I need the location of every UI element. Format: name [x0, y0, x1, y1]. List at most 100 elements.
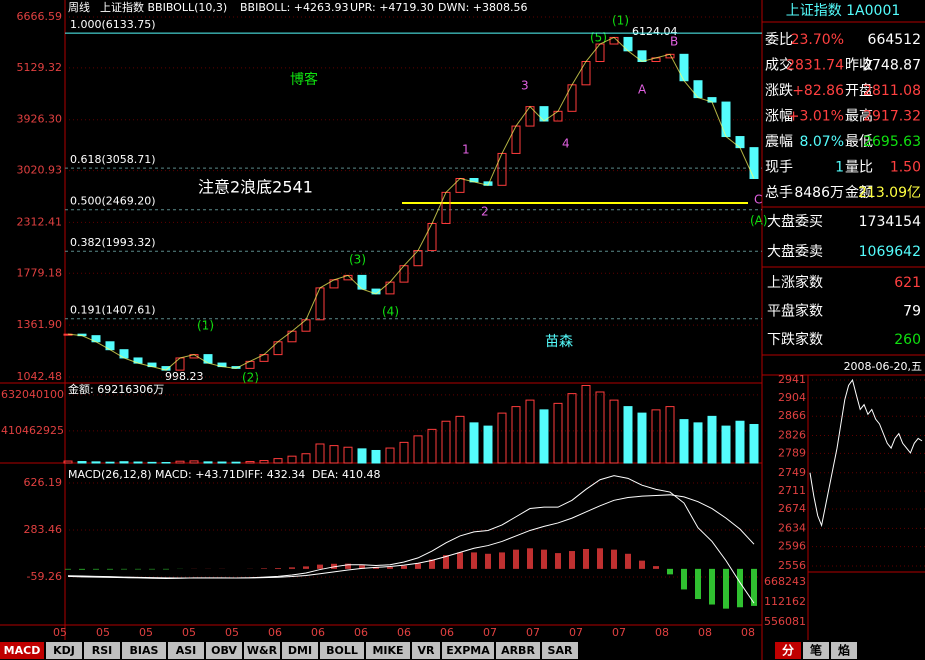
macd-bar [93, 568, 99, 570]
wave-label: C [754, 193, 762, 207]
indicator-tab-label[interactable]: RSI [92, 644, 113, 657]
quote-value: 260 [894, 332, 921, 348]
indicator-tab[interactable] [46, 642, 82, 659]
volume-bar [665, 406, 675, 464]
quote-label: 涨跌 [765, 83, 793, 99]
macd-bar [555, 553, 561, 569]
macd-bar [611, 549, 617, 569]
indicator-tab-label[interactable]: VR [418, 644, 436, 657]
quote-value: 2831.74 [786, 58, 844, 74]
macd-bar [639, 560, 645, 569]
indicator-tab[interactable] [442, 642, 494, 659]
fib-label: 0.618(3058.71) [70, 153, 156, 166]
quote-label: 昨收 [845, 58, 873, 74]
side-tab-label[interactable]: 笔 [810, 643, 822, 658]
indicator-tab[interactable] [496, 642, 540, 659]
y-tick-label: 2866 [778, 409, 806, 422]
volume-bar [231, 461, 241, 464]
volume-bar [581, 384, 591, 464]
y-tick-label: 3926.30 [17, 113, 63, 126]
volume-bar [175, 460, 185, 464]
macd-title: MACD(26,12,8) MACD: +43.71 [68, 468, 236, 481]
candle [497, 152, 507, 186]
indicator-tab-label[interactable]: MACD [4, 644, 41, 657]
volume-bar [735, 420, 745, 464]
indicator-tab[interactable] [206, 642, 242, 659]
volume-bar [441, 420, 451, 464]
x-tick-label: 05 [53, 626, 67, 639]
macd-bar [723, 568, 729, 609]
y-tick-label: 1361.90 [17, 318, 63, 331]
dea-label: DEA: 410.48 [312, 468, 380, 481]
macd-bar [387, 567, 393, 569]
indicator-tab[interactable] [366, 642, 410, 659]
y-tick-label: 2711 [778, 484, 806, 497]
side-tab[interactable] [803, 642, 829, 659]
indicator-tab-label[interactable]: ASI [176, 644, 197, 657]
volume-bar [469, 422, 479, 464]
macd-bar [709, 568, 715, 605]
quote-value: 213.09亿 [858, 185, 921, 201]
candle [399, 265, 409, 283]
volume-bar [651, 409, 661, 464]
quote-label: 最低 [845, 134, 873, 150]
candle [567, 84, 577, 112]
dea-line [67, 494, 755, 579]
indicator-tab[interactable] [282, 642, 318, 659]
volume-bar [595, 391, 605, 464]
indicator-tab-label[interactable]: BOLL [326, 644, 358, 657]
indicator: 上证指数 BBIBOLL(10,3) [100, 0, 227, 14]
macd-bar [695, 568, 701, 600]
macd-bar [471, 552, 477, 569]
candle [595, 43, 605, 63]
indicator-tab[interactable] [542, 642, 578, 659]
indicator-tab-label[interactable]: W&R [247, 644, 278, 657]
side-tab[interactable] [831, 642, 857, 659]
y-tick-label: 2674 [778, 502, 806, 515]
wave-label: (4) [382, 305, 399, 319]
volume-title: 金额: 69216306万 [68, 382, 164, 396]
indicator-tab-label[interactable]: DMI [288, 644, 312, 657]
wave-label: (1) [612, 14, 629, 28]
side-tab-label[interactable]: 分 [782, 643, 794, 658]
y-tick-label: 632040100 [1, 388, 64, 401]
x-tick-label: 05 [182, 626, 196, 639]
indicator-tab[interactable] [0, 642, 44, 659]
indicator-tab-label[interactable]: SAR [548, 644, 573, 657]
indicator-tab[interactable] [84, 642, 120, 659]
quote-value: 664512 [868, 32, 921, 48]
side-tab-label[interactable]: 焰 [838, 643, 850, 658]
indicator-tab-label[interactable]: BIAS [130, 644, 159, 657]
indicator-tab-label[interactable]: EXPMA [446, 644, 490, 657]
wave-label: (5) [590, 31, 607, 45]
quote-label: 大盘委买 [767, 213, 823, 230]
dwn-value: DWN: +3808.56 [438, 1, 527, 14]
indicator-tab-label[interactable]: OBV [211, 644, 237, 657]
wave-label: 1 [462, 143, 470, 157]
indicator-tab[interactable] [244, 642, 280, 659]
x-tick-label: 05 [96, 626, 110, 639]
indicator-tab-label[interactable]: ARBR [501, 644, 535, 657]
volume-bar [203, 461, 213, 464]
quote-label: 金额 [845, 185, 873, 201]
indicator-tab-label[interactable]: MIKE [372, 644, 403, 657]
candle [511, 125, 521, 154]
intraday-date: 2008-06-20,五 [844, 360, 922, 373]
volume-bar [749, 423, 759, 464]
wave-label: B [670, 35, 678, 49]
macd-bar [135, 568, 141, 570]
macd-bar [275, 568, 281, 569]
x-tick-label: 06 [311, 626, 325, 639]
indicator-tab[interactable] [412, 642, 440, 659]
indicator-tab[interactable] [122, 642, 166, 659]
macd-bar [373, 566, 379, 569]
indicator-tab-label[interactable]: KDJ [53, 644, 75, 657]
volume-bar [637, 412, 647, 464]
quote-value: 8486万 [794, 185, 844, 201]
volume-bar [707, 415, 717, 464]
volume-bar [679, 419, 689, 464]
quote-value: 1.50 [890, 160, 921, 176]
indicator-tab[interactable] [320, 642, 364, 659]
side-tab[interactable] [775, 642, 801, 659]
indicator-tab[interactable] [168, 642, 204, 659]
